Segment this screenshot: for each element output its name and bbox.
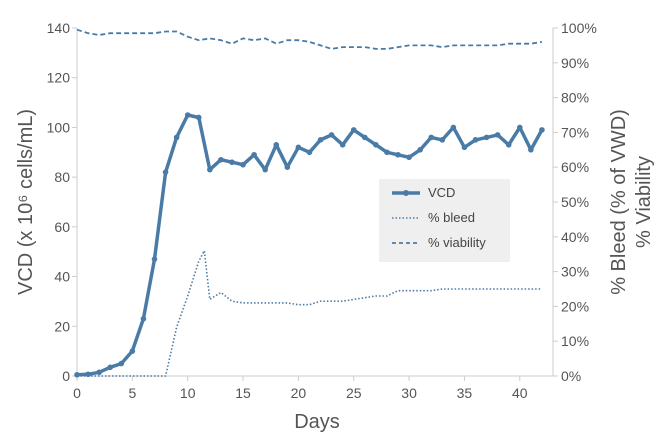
y-left-tick-label: 60 — [54, 219, 70, 235]
y-right-tick-label: 0% — [561, 368, 581, 384]
y-axis-right-ticks: 0% 10% 20% 30% 40% 50% 60% 70% 80% 90% 100% — [553, 20, 597, 384]
y-left-tick-label: 0 — [62, 368, 70, 384]
x-tick-label: 15 — [235, 385, 251, 401]
data-point-vcd — [505, 142, 512, 148]
data-point-vcd — [450, 124, 457, 131]
data-point-vcd — [96, 369, 102, 376]
data-point-vcd — [207, 166, 213, 173]
data-point-vcd — [284, 164, 291, 170]
data-point-vcd — [539, 127, 545, 133]
data-point-vcd — [516, 124, 523, 131]
legend-label-viability: % viability — [428, 235, 486, 250]
x-tick-label: 25 — [346, 385, 362, 401]
y-right-tick-label: 40% — [561, 229, 589, 245]
y-right-tick-label: 50% — [561, 194, 589, 210]
x-axis-title: Days — [294, 411, 340, 433]
x-tick-label: 0 — [73, 385, 81, 401]
y-axis-right-title-bleed: % Bleed (% of VWD) — [608, 109, 630, 295]
y-right-tick-label: 70% — [561, 124, 589, 140]
y-axis-left-ticks: 0 20 40 60 80 100 120 140 — [47, 20, 77, 384]
x-tick-label: 10 — [180, 385, 196, 401]
data-point-vcd — [439, 137, 446, 143]
legend-entry-viability: % viability — [392, 235, 486, 250]
data-point-vcd — [317, 137, 324, 143]
data-point-vcd — [240, 161, 246, 168]
y-right-tick-label: 20% — [561, 298, 589, 314]
x-tick-label: 40 — [512, 385, 528, 401]
data-point-vcd — [195, 114, 202, 121]
y-right-tick-label: 90% — [561, 55, 589, 71]
legend-entry-vcd: VCD — [392, 185, 455, 200]
x-tick-label: 5 — [128, 385, 136, 401]
y-right-tick-label: 30% — [561, 264, 589, 280]
y-axis-left-title: VCD (x 10⁶ cells/mL) — [15, 109, 37, 295]
y-right-tick-label: 100% — [561, 20, 597, 36]
data-point-vcd — [85, 371, 91, 378]
data-point-vcd — [350, 127, 357, 133]
series-vcd — [74, 112, 545, 378]
legend: VCD % bleed % viability — [379, 179, 510, 262]
data-point-vcd — [528, 147, 534, 153]
x-tick-label: 20 — [291, 385, 307, 401]
x-tick-label: 30 — [401, 385, 417, 401]
data-point-vcd — [251, 151, 257, 158]
data-point-vcd — [395, 151, 401, 158]
data-point-vcd — [494, 132, 501, 138]
legend-label-bleed: % bleed — [428, 210, 475, 225]
series-layer — [74, 28, 545, 378]
y-left-tick-label: 20 — [54, 318, 70, 334]
data-point-vcd — [151, 256, 158, 262]
data-point-vcd — [306, 149, 313, 156]
data-point-vcd — [295, 144, 302, 151]
legend-label-vcd: VCD — [428, 185, 455, 200]
series-line-viability — [76, 28, 543, 50]
data-point-vcd — [129, 348, 136, 354]
data-point-vcd — [339, 142, 346, 148]
series-line-bleed — [77, 249, 542, 377]
data-point-vcd — [140, 316, 147, 322]
y-right-tick-label: 60% — [561, 159, 589, 175]
data-point-vcd — [472, 137, 479, 143]
data-point-vcd — [262, 166, 268, 173]
y-left-tick-label: 120 — [47, 70, 71, 86]
data-point-vcd — [229, 159, 235, 166]
data-point-vcd — [406, 154, 412, 161]
data-point-vcd — [483, 134, 490, 141]
data-point-vcd — [384, 149, 390, 156]
y-axis-right-title-viability: % Viability — [633, 156, 655, 248]
x-tick-label: 35 — [457, 385, 473, 401]
legend-entry-bleed: % bleed — [392, 210, 475, 225]
data-point-vcd — [184, 112, 191, 118]
data-point-vcd — [373, 142, 379, 148]
series-bleed — [77, 249, 542, 377]
data-point-vcd — [162, 169, 169, 175]
y-left-tick-label: 140 — [47, 20, 71, 36]
y-right-tick-label: 80% — [561, 90, 589, 106]
data-point-vcd — [107, 364, 114, 371]
data-point-vcd — [273, 142, 280, 148]
data-point-vcd — [417, 147, 423, 153]
data-point-vcd — [118, 360, 125, 367]
data-point-vcd — [428, 134, 435, 141]
data-point-vcd — [328, 132, 335, 138]
data-point-vcd — [218, 156, 224, 163]
data-point-vcd — [461, 144, 468, 151]
y-left-tick-label: 80 — [54, 169, 70, 185]
legend-marker-vcd — [403, 190, 409, 196]
y-left-tick-label: 40 — [54, 269, 70, 285]
series-viability — [76, 28, 543, 50]
x-axis-ticks: 0 5 10 15 20 25 30 35 40 — [73, 376, 528, 401]
data-point-vcd — [362, 134, 368, 141]
y-left-tick-label: 100 — [47, 119, 71, 135]
data-point-vcd — [173, 134, 180, 141]
y-right-tick-label: 10% — [561, 333, 589, 349]
